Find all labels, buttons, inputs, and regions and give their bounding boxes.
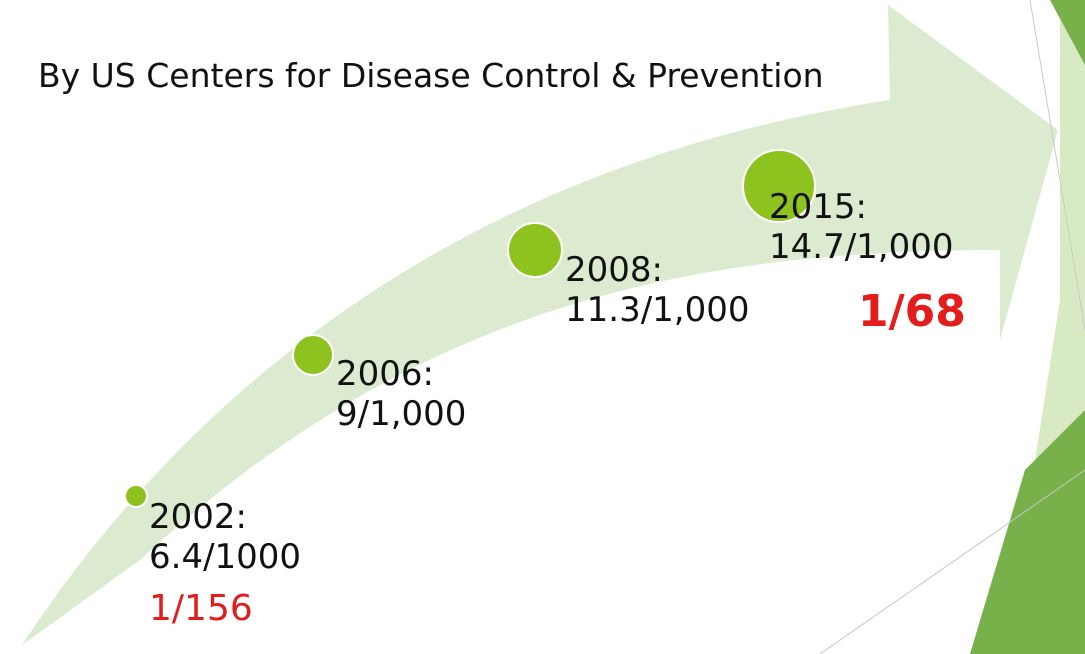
milestone-2015: 2015: 14.7/1,000	[769, 187, 954, 267]
corner-decoration-dark-bottom	[970, 410, 1085, 654]
milestone-rate: 14.7/1,000	[769, 227, 954, 267]
milestone-year: 2015:	[769, 187, 867, 227]
milestone-dot-2002	[124, 484, 148, 508]
corner-decoration-dark	[1050, 0, 1085, 65]
milestone-dot-2015	[742, 149, 816, 223]
corner-line-2	[819, 469, 1085, 654]
milestone-rate: 6.4/1000	[149, 537, 302, 577]
milestone-year: 2006:	[336, 354, 434, 394]
ratio-2015: 1/68	[858, 286, 966, 337]
milestone-rate: 11.3/1,000	[565, 290, 750, 330]
milestone-rate: 9/1,000	[336, 394, 467, 434]
milestone-year: 2002:	[149, 497, 247, 537]
milestone-2006: 2006: 9/1,000	[336, 354, 466, 434]
milestone-year: 2008:	[565, 250, 663, 290]
milestone-dot-2008	[507, 222, 563, 278]
milestone-2002: 2002: 6.4/1000	[149, 497, 301, 577]
corner-line-1	[1029, 0, 1085, 331]
ratio-2002: 1/156	[149, 588, 253, 629]
milestone-2008: 2008: 11.3/1,000	[565, 250, 750, 330]
page-title: By US Centers for Disease Control & Prev…	[38, 56, 824, 95]
milestone-dot-2006	[292, 334, 334, 376]
